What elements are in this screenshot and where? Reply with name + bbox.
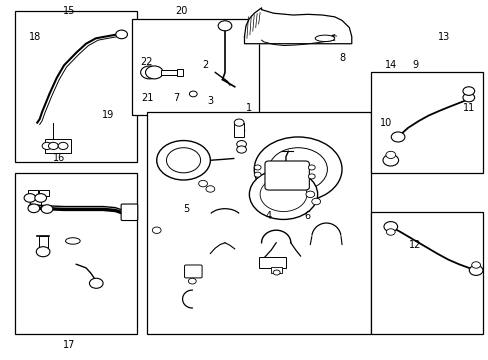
Bar: [15, 12, 137, 162]
Text: 5: 5: [183, 204, 189, 214]
Text: 13: 13: [437, 32, 449, 41]
Circle shape: [249, 169, 317, 220]
Text: 10: 10: [379, 118, 391, 128]
Circle shape: [268, 148, 327, 191]
Text: 19: 19: [102, 111, 114, 121]
Circle shape: [305, 191, 314, 198]
Circle shape: [462, 93, 474, 102]
Text: 15: 15: [62, 6, 75, 17]
Circle shape: [36, 247, 50, 257]
Bar: [44, 139, 71, 153]
Bar: [271, 267, 282, 273]
Circle shape: [254, 165, 261, 170]
Bar: [15, 173, 137, 334]
Circle shape: [189, 91, 197, 97]
Circle shape: [145, 66, 163, 79]
Circle shape: [89, 278, 103, 288]
Bar: [132, 19, 259, 116]
Text: 7: 7: [173, 93, 179, 103]
Circle shape: [48, 142, 58, 149]
Circle shape: [385, 151, 395, 158]
Text: 1: 1: [246, 103, 252, 113]
Ellipse shape: [315, 35, 334, 41]
Circle shape: [260, 177, 306, 212]
Circle shape: [157, 140, 210, 180]
Circle shape: [382, 154, 398, 166]
Text: 16: 16: [53, 153, 65, 163]
Circle shape: [198, 180, 207, 187]
Bar: [147, 112, 370, 334]
FancyBboxPatch shape: [184, 265, 202, 278]
Text: 4: 4: [265, 211, 271, 221]
Text: 11: 11: [462, 103, 474, 113]
Circle shape: [116, 30, 127, 39]
Circle shape: [468, 265, 482, 275]
Circle shape: [41, 205, 53, 213]
Text: 17: 17: [62, 340, 75, 350]
Circle shape: [308, 174, 315, 179]
Text: 22: 22: [141, 57, 153, 67]
Text: 2: 2: [202, 60, 208, 70]
FancyBboxPatch shape: [264, 161, 309, 190]
Circle shape: [254, 172, 261, 177]
Bar: [233, 123, 244, 137]
Bar: [39, 235, 47, 252]
Circle shape: [383, 222, 397, 231]
FancyBboxPatch shape: [121, 204, 138, 221]
Text: 9: 9: [411, 60, 417, 70]
Bar: [370, 72, 483, 173]
Circle shape: [35, 194, 46, 202]
Circle shape: [188, 278, 196, 284]
Circle shape: [308, 165, 315, 170]
Circle shape: [462, 87, 474, 95]
Ellipse shape: [65, 238, 80, 244]
Circle shape: [236, 140, 246, 148]
Bar: [259, 257, 285, 268]
Circle shape: [386, 229, 394, 235]
Circle shape: [218, 21, 231, 31]
Circle shape: [58, 142, 68, 149]
Text: 12: 12: [408, 239, 421, 249]
Circle shape: [205, 186, 214, 192]
Text: 21: 21: [141, 93, 153, 103]
Circle shape: [166, 148, 200, 173]
Circle shape: [273, 270, 280, 275]
Bar: [160, 70, 177, 75]
Circle shape: [141, 66, 158, 79]
Circle shape: [234, 119, 244, 126]
Text: 18: 18: [29, 32, 41, 41]
Bar: [370, 212, 483, 334]
Text: 6: 6: [304, 211, 310, 221]
Circle shape: [311, 198, 320, 205]
Text: 14: 14: [384, 60, 396, 70]
Bar: [177, 69, 183, 76]
Text: 8: 8: [338, 53, 345, 63]
Polygon shape: [244, 8, 351, 44]
Bar: [27, 190, 38, 196]
Circle shape: [24, 194, 36, 202]
Circle shape: [236, 146, 246, 153]
Circle shape: [471, 262, 480, 268]
Circle shape: [28, 204, 40, 213]
Circle shape: [254, 137, 341, 202]
Circle shape: [152, 227, 161, 233]
Circle shape: [390, 132, 404, 142]
Bar: [39, 190, 49, 196]
Text: 3: 3: [207, 96, 213, 106]
Text: 20: 20: [175, 6, 187, 17]
Circle shape: [42, 142, 52, 149]
